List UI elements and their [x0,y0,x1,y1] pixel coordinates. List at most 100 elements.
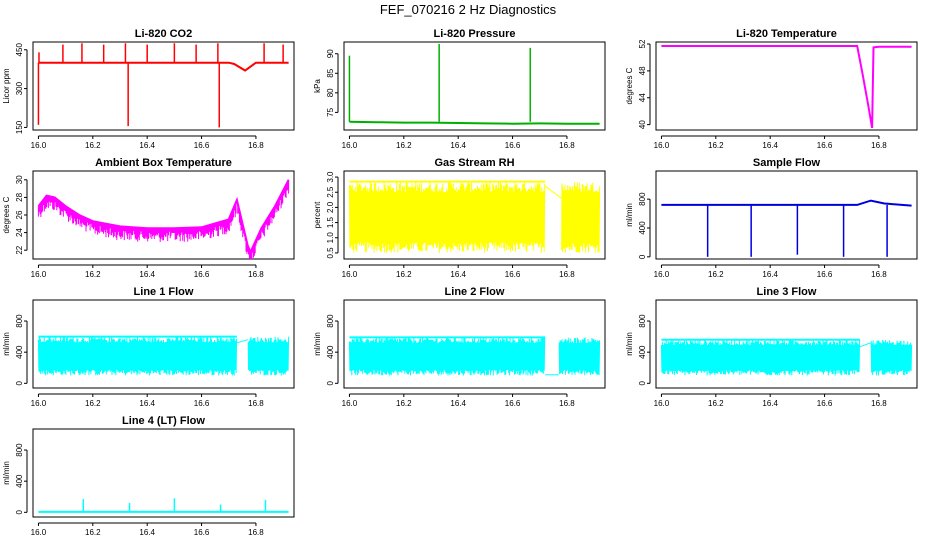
data-layer [661,45,912,129]
x-tick-label: 16.8 [248,141,264,150]
panel-title: Li-820 Temperature [736,28,837,40]
series-band [37,336,290,376]
panel-9: Line 3 Flow 16.0 16.2 16.4 16.6 16.8 0 400 800 ml… [625,286,918,408]
plot-frame [32,41,295,131]
plot-frame [655,299,918,389]
x-tick-label: 16.0 [654,270,670,279]
x-tick-label: 16.2 [396,399,412,408]
plot-frame [32,170,295,260]
y-tick-label: 90 [326,49,335,58]
x-tick-label: 16.6 [194,270,210,279]
x-tick-label: 16.0 [31,270,47,279]
y-tick-label: 85 [326,68,335,77]
x-tick-label: 16.8 [559,270,575,279]
x-tick-label: 16.6 [817,141,833,150]
series-line [859,342,871,348]
y-tick-label: 150 [15,120,24,134]
y-tick-label: 800 [326,314,335,328]
data-layer [661,199,912,257]
x-tick-label: 16.8 [871,270,887,279]
y-tick-label: 80 [326,88,335,97]
panel-2: Li-820 Pressure 16.0 16.2 16.4 16.6 16.8 75 80 8… [313,28,606,150]
x-tick-label: 16.2 [85,528,101,537]
x-tick-label: 16.4 [139,399,155,408]
x-tick-label: 16.4 [762,270,778,279]
plot-frame [32,428,295,518]
series-line [661,199,912,207]
panel-title: Line 1 Flow [134,286,194,298]
series-band [348,337,601,376]
y-tick-label: 800 [638,192,647,206]
data-layer [348,336,601,376]
y-tick-label: 24 [15,228,24,237]
x-tick-label: 16.8 [871,399,887,408]
x-tick-label: 16.6 [817,399,833,408]
y-tick-label: 0.5 [326,247,335,259]
x-tick-label: 16.2 [85,270,101,279]
series-band [348,181,601,253]
panel-1: Li-820 CO2 16.0 16.2 16.4 16.6 16.8 150 300 450 L… [2,28,295,150]
x-tick-label: 16.6 [194,141,210,150]
panel-4: Ambient Box Temperature 16.0 16.2 16.4 16.6 1… [2,157,295,279]
y-tick-label: 26 [15,210,24,219]
panel-3: Li-820 Temperature 16.0 16.2 16.4 16.6 16.8 40… [625,28,918,150]
x-tick-label: 16.6 [505,399,521,408]
panel-title: Line 3 Flow [757,286,817,298]
y-tick-label: 75 [326,107,335,116]
y-tick-label: 0 [15,381,24,386]
panel-title: Line 2 Flow [445,286,505,298]
x-tick-label: 16.0 [31,399,47,408]
data-layer [38,498,289,513]
y-tick-label: 30 [15,175,24,184]
y-tick-label: 44 [638,93,647,102]
y-axis-label: ml/min [625,203,634,227]
panel-5: Gas Stream RH 16.0 16.2 16.4 16.6 16.8 0.5 1.0 1… [313,157,606,279]
panel-8: Line 2 Flow 16.0 16.2 16.4 16.6 16.8 0 400 800 ml… [313,286,606,408]
x-tick-label: 16.2 [708,141,724,150]
x-tick-label: 16.4 [139,141,155,150]
x-tick-label: 16.8 [248,399,264,408]
x-tick-label: 16.0 [31,141,47,150]
plot-frame [343,170,606,260]
y-axis-label: Licor ppm [2,68,11,103]
y-tick-label: 400 [15,345,24,359]
y-tick-label: 2.0 [326,201,335,213]
x-tick-label: 16.2 [85,399,101,408]
x-tick-label: 16.4 [762,141,778,150]
y-axis-label: kPa [313,79,322,93]
data-layer [660,338,913,376]
x-tick-label: 16.4 [139,528,155,537]
y-tick-label: 800 [638,314,647,328]
x-tick-label: 16.2 [396,141,412,150]
y-axis-label: ml/min [625,332,634,356]
panel-title: Gas Stream RH [434,157,514,169]
x-tick-label: 16.0 [654,141,670,150]
x-tick-label: 16.8 [248,528,264,537]
panel-title: Ambient Box Temperature [95,157,232,169]
panel-title: Li-820 CO2 [135,28,192,40]
x-tick-label: 16.2 [85,141,101,150]
x-tick-label: 16.4 [450,270,466,279]
x-tick-label: 16.0 [31,528,47,537]
x-tick-label: 16.8 [871,141,887,150]
y-tick-label: 48 [638,66,647,75]
x-tick-label: 16.8 [559,399,575,408]
y-tick-label: 0 [638,254,647,259]
x-tick-label: 16.6 [505,270,521,279]
panel-7: Line 1 Flow 16.0 16.2 16.4 16.6 16.8 0 400 800 ml… [2,286,295,408]
x-tick-label: 16.2 [708,270,724,279]
plot-frame [655,41,918,131]
x-tick-label: 16.0 [654,399,670,408]
y-tick-label: 52 [638,39,647,48]
y-axis-label: degrees C [625,67,634,104]
y-tick-label: 0 [326,381,335,386]
panel-title: Li-820 Pressure [434,28,516,40]
x-tick-label: 16.8 [559,141,575,150]
x-tick-label: 16.0 [342,270,358,279]
x-tick-label: 16.4 [450,399,466,408]
series-line [661,45,912,129]
y-tick-label: 800 [15,314,24,328]
series-line [349,120,600,125]
y-tick-label: 400 [326,345,335,359]
